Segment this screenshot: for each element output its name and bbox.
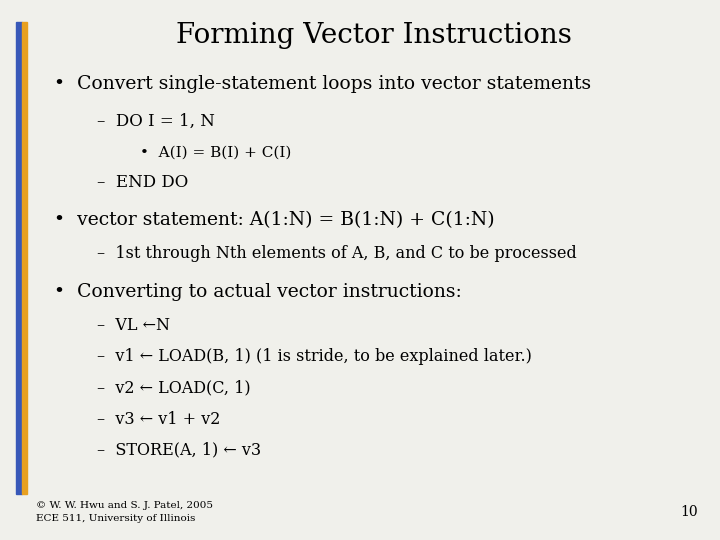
Text: –  1st through Nth elements of A, B, and C to be processed: – 1st through Nth elements of A, B, and … xyxy=(97,245,577,262)
Text: –  STORE(A, 1) ← v3: – STORE(A, 1) ← v3 xyxy=(97,442,261,459)
Text: –  VL ←N: – VL ←N xyxy=(97,316,170,334)
Bar xyxy=(16,22,22,494)
Text: •  Convert single-statement loops into vector statements: • Convert single-statement loops into ve… xyxy=(54,75,591,93)
Text: 10: 10 xyxy=(681,505,698,519)
Text: •  Converting to actual vector instructions:: • Converting to actual vector instructio… xyxy=(54,282,462,301)
Text: –  END DO: – END DO xyxy=(97,174,189,191)
Text: –  v1 ← LOAD(B, 1) (1 is stride, to be explained later.): – v1 ← LOAD(B, 1) (1 is stride, to be ex… xyxy=(97,348,532,365)
Text: –  DO I = 1, N: – DO I = 1, N xyxy=(97,113,215,130)
Text: –  v3 ← v1 + v2: – v3 ← v1 + v2 xyxy=(97,410,220,428)
Text: Forming Vector Instructions: Forming Vector Instructions xyxy=(176,22,572,49)
Text: –  v2 ← LOAD(C, 1): – v2 ← LOAD(C, 1) xyxy=(97,379,251,396)
Text: •  A(I) = B(I) + C(I): • A(I) = B(I) + C(I) xyxy=(140,145,292,159)
Text: © W. W. Hwu and S. J. Patel, 2005
ECE 511, University of Illinois: © W. W. Hwu and S. J. Patel, 2005 ECE 51… xyxy=(36,501,213,523)
Text: •  vector statement: A(1:N) = B(1:N) + C(1:N): • vector statement: A(1:N) = B(1:N) + C(… xyxy=(54,211,495,230)
Bar xyxy=(22,22,27,494)
